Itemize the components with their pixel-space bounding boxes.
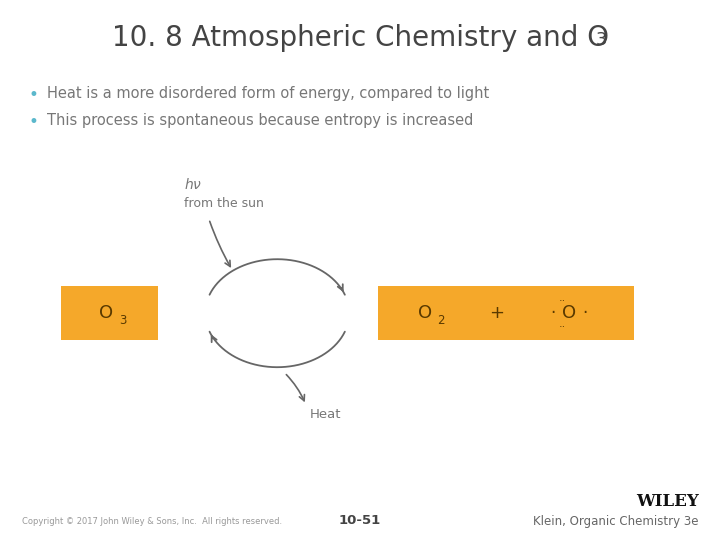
Text: 10. 8 Atmospheric Chemistry and O: 10. 8 Atmospheric Chemistry and O <box>112 24 608 52</box>
FancyBboxPatch shape <box>378 286 634 340</box>
Text: O: O <box>99 304 113 322</box>
Text: 3: 3 <box>595 31 607 49</box>
Text: +: + <box>490 304 504 322</box>
Text: ··: ·· <box>559 322 566 332</box>
Text: ·: · <box>582 304 588 322</box>
Text: WILEY: WILEY <box>636 494 698 510</box>
Text: O: O <box>418 304 432 322</box>
FancyBboxPatch shape <box>61 286 158 340</box>
Text: Heat is a more disordered form of energy, compared to light: Heat is a more disordered form of energy… <box>47 86 489 102</box>
Text: Copyright © 2017 John Wiley & Sons, Inc.  All rights reserved.: Copyright © 2017 John Wiley & Sons, Inc.… <box>22 517 282 526</box>
Text: 2: 2 <box>438 314 445 327</box>
Text: from the sun: from the sun <box>184 197 264 210</box>
Text: $h\nu$: $h\nu$ <box>184 177 202 192</box>
Text: •: • <box>29 113 39 131</box>
Text: ··: ·· <box>559 296 566 306</box>
Text: 10-51: 10-51 <box>339 514 381 526</box>
Text: 3: 3 <box>119 314 127 327</box>
Text: ·: · <box>550 304 556 322</box>
Text: This process is spontaneous because entropy is increased: This process is spontaneous because entr… <box>47 113 473 129</box>
Text: Heat: Heat <box>310 408 341 421</box>
Text: •: • <box>29 86 39 104</box>
Text: O: O <box>562 304 576 322</box>
Text: Klein, Organic Chemistry 3e: Klein, Organic Chemistry 3e <box>533 515 698 528</box>
